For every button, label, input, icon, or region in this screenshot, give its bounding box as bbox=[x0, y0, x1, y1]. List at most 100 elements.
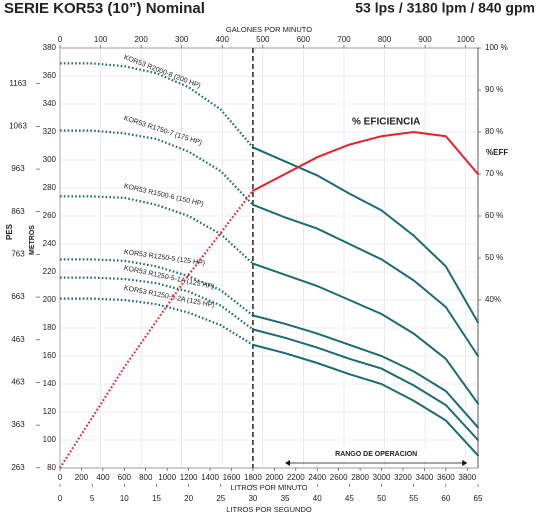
y3-tick-label: 463 bbox=[11, 335, 25, 344]
x3-tick-label: 60 bbox=[441, 494, 450, 503]
y2-tick-label: 80 % bbox=[485, 127, 503, 136]
y-tick-label: 300 bbox=[43, 155, 57, 164]
x-tick-label: 1800 bbox=[244, 473, 262, 482]
x2-tick-label: 100 bbox=[94, 35, 108, 44]
y-tick-label: 320 bbox=[43, 127, 57, 136]
y2-tick-label: 50 % bbox=[485, 253, 503, 262]
x-tick-label: 0 bbox=[58, 473, 63, 482]
y3-tick-label: 763 bbox=[11, 250, 25, 259]
y2-tick-label: 90 % bbox=[485, 85, 503, 94]
x-tick-label: 2000 bbox=[265, 473, 283, 482]
curve-solid bbox=[251, 262, 479, 405]
curve-dotted bbox=[60, 297, 254, 346]
x3-tick-label: 65 bbox=[474, 494, 483, 503]
x2-tick-label: 700 bbox=[337, 35, 351, 44]
x2-tick-label: 200 bbox=[134, 35, 148, 44]
x-tick-label: 400 bbox=[96, 473, 110, 482]
y-tick-label: 160 bbox=[43, 351, 57, 360]
x-tick-label: 3200 bbox=[394, 473, 412, 482]
curve-solid bbox=[251, 130, 479, 192]
range-label: RANGO DE OPERACION bbox=[335, 451, 417, 458]
series-label: % EFICIENCIA bbox=[352, 117, 420, 128]
x2-tick-label: 600 bbox=[297, 35, 311, 44]
x3-tick-label: 20 bbox=[184, 494, 193, 503]
x3-tick-label: 0 bbox=[58, 494, 63, 503]
y-tick-label: 240 bbox=[43, 239, 57, 248]
plot-area bbox=[59, 47, 479, 469]
y2-tick-label: 60 % bbox=[485, 211, 503, 220]
x-tick-label: 2200 bbox=[287, 473, 305, 482]
x-tick-label: 600 bbox=[118, 473, 132, 482]
x-tick-label: 2600 bbox=[330, 473, 348, 482]
x-tick-label: 3000 bbox=[373, 473, 391, 482]
range-label-bg bbox=[324, 449, 429, 458]
arrow-head bbox=[462, 460, 468, 466]
curve-solid bbox=[251, 203, 479, 357]
y-tick-label: 120 bbox=[43, 407, 57, 416]
y3-tick-label: 263 bbox=[11, 463, 25, 472]
x-tick-label: 800 bbox=[139, 473, 153, 482]
x2-tick-label: 300 bbox=[175, 35, 189, 44]
curve-solid bbox=[251, 343, 479, 457]
curve-dotted bbox=[60, 62, 254, 149]
curve-dotted bbox=[60, 195, 254, 265]
chart-title: SERIE KOR53 (10”) Nominal bbox=[4, 0, 205, 17]
x2-tick-label: 400 bbox=[216, 35, 230, 44]
x-tick-label: 3400 bbox=[416, 473, 434, 482]
y-tick-label: 360 bbox=[43, 71, 57, 80]
x3-axis-label: LITROS POR SEGUNDO bbox=[226, 505, 312, 514]
x2-axis-label: GALONES POR MINUTO bbox=[226, 25, 312, 34]
y3-tick-label: 1163 bbox=[9, 79, 27, 88]
y3-axis-label: PES bbox=[5, 223, 14, 240]
x2-tick-label: 500 bbox=[256, 35, 270, 44]
x-tick-label: 1200 bbox=[180, 473, 198, 482]
y3-tick-label: 663 bbox=[11, 292, 25, 301]
y2-axis-label: %EFF bbox=[486, 148, 508, 157]
x3-tick-label: 55 bbox=[409, 494, 418, 503]
x2-tick-label: 1000 bbox=[457, 35, 475, 44]
x3-tick-label: 50 bbox=[377, 494, 386, 503]
x3-tick-label: 25 bbox=[216, 494, 225, 503]
y3-tick-label: 463 bbox=[11, 378, 25, 387]
x2-tick-label: 800 bbox=[378, 35, 392, 44]
x-axis-label: LITROS POR MINUTO bbox=[231, 483, 308, 492]
y3-tick-label: 1063 bbox=[9, 122, 27, 131]
y2-tick-label: 40% bbox=[485, 295, 501, 304]
x-tick-label: 1000 bbox=[158, 473, 176, 482]
x3-tick-label: 15 bbox=[152, 494, 161, 503]
x2-tick-label: 0 bbox=[58, 35, 63, 44]
x-tick-label: 2800 bbox=[351, 473, 369, 482]
y-tick-label: 280 bbox=[43, 183, 57, 192]
x-tick-label: 1400 bbox=[201, 473, 219, 482]
y-tick-label: 180 bbox=[43, 323, 57, 332]
x3-tick-label: 35 bbox=[281, 494, 290, 503]
y-tick-label: 200 bbox=[43, 295, 57, 304]
y-tick-label: 140 bbox=[43, 379, 57, 388]
y3-tick-label: 963 bbox=[11, 164, 25, 173]
x-tick-label: 2400 bbox=[308, 473, 326, 482]
y-tick-label: 380 bbox=[43, 43, 57, 52]
x3-tick-label: 40 bbox=[313, 494, 322, 503]
x3-tick-label: 30 bbox=[248, 494, 257, 503]
y-axis-label: METROS bbox=[29, 225, 36, 255]
y3-tick-label: 863 bbox=[11, 207, 25, 216]
x-tick-label: 1600 bbox=[223, 473, 241, 482]
arrow-head bbox=[285, 460, 291, 466]
curve-solid bbox=[251, 328, 479, 441]
y-tick-label: 100 bbox=[43, 435, 57, 444]
x3-tick-label: 10 bbox=[120, 494, 129, 503]
y-tick-label: 220 bbox=[43, 267, 57, 276]
x-tick-label: 200 bbox=[75, 473, 89, 482]
chart-subtitle: 53 lps / 3180 lpm / 840 gpm bbox=[355, 0, 535, 16]
x3-tick-label: 45 bbox=[345, 494, 354, 503]
curve-solid bbox=[251, 314, 479, 429]
x-tick-label: 3800 bbox=[458, 473, 476, 482]
y2-tick-label: 100 % bbox=[485, 43, 508, 52]
y-tick-label: 80 bbox=[47, 463, 56, 472]
y-tick-label: 340 bbox=[43, 99, 57, 108]
x2-tick-label: 900 bbox=[418, 35, 432, 44]
curve-dotted bbox=[59, 190, 254, 469]
x3-tick-label: 5 bbox=[90, 494, 95, 503]
curve-solid bbox=[251, 146, 479, 324]
